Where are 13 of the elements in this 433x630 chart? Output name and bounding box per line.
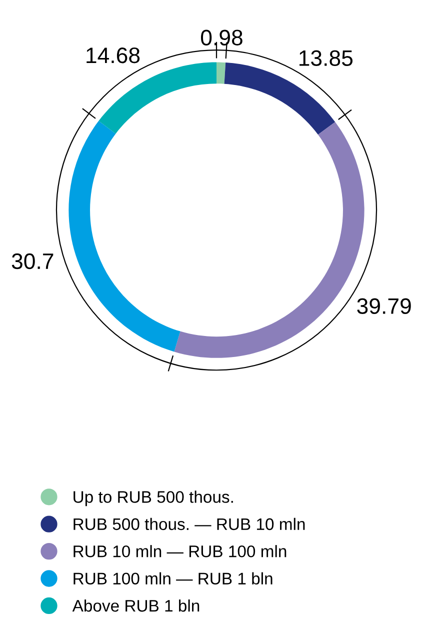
legend-label: RUB 10 mln — RUB 100 mln <box>74 545 286 558</box>
legend-label: RUB 500 thous. — RUB 10 mln <box>74 518 305 530</box>
data-label: 14.68 <box>86 47 140 64</box>
data-label: 0.98 <box>201 30 242 46</box>
data-label: 13.85 <box>300 50 353 66</box>
donut-slice <box>68 120 180 352</box>
legend-label: Above RUB 1 bln <box>72 599 200 612</box>
donut-slice <box>98 62 216 134</box>
data-label: 30.7 <box>12 253 54 270</box>
legend-label: Up to RUB 500 thous. <box>74 490 233 506</box>
data-label: 39.79 <box>357 298 411 314</box>
donut-slice <box>216 62 226 84</box>
legend-label: RUB 100 mln — RUB 1 bln <box>74 572 272 585</box>
